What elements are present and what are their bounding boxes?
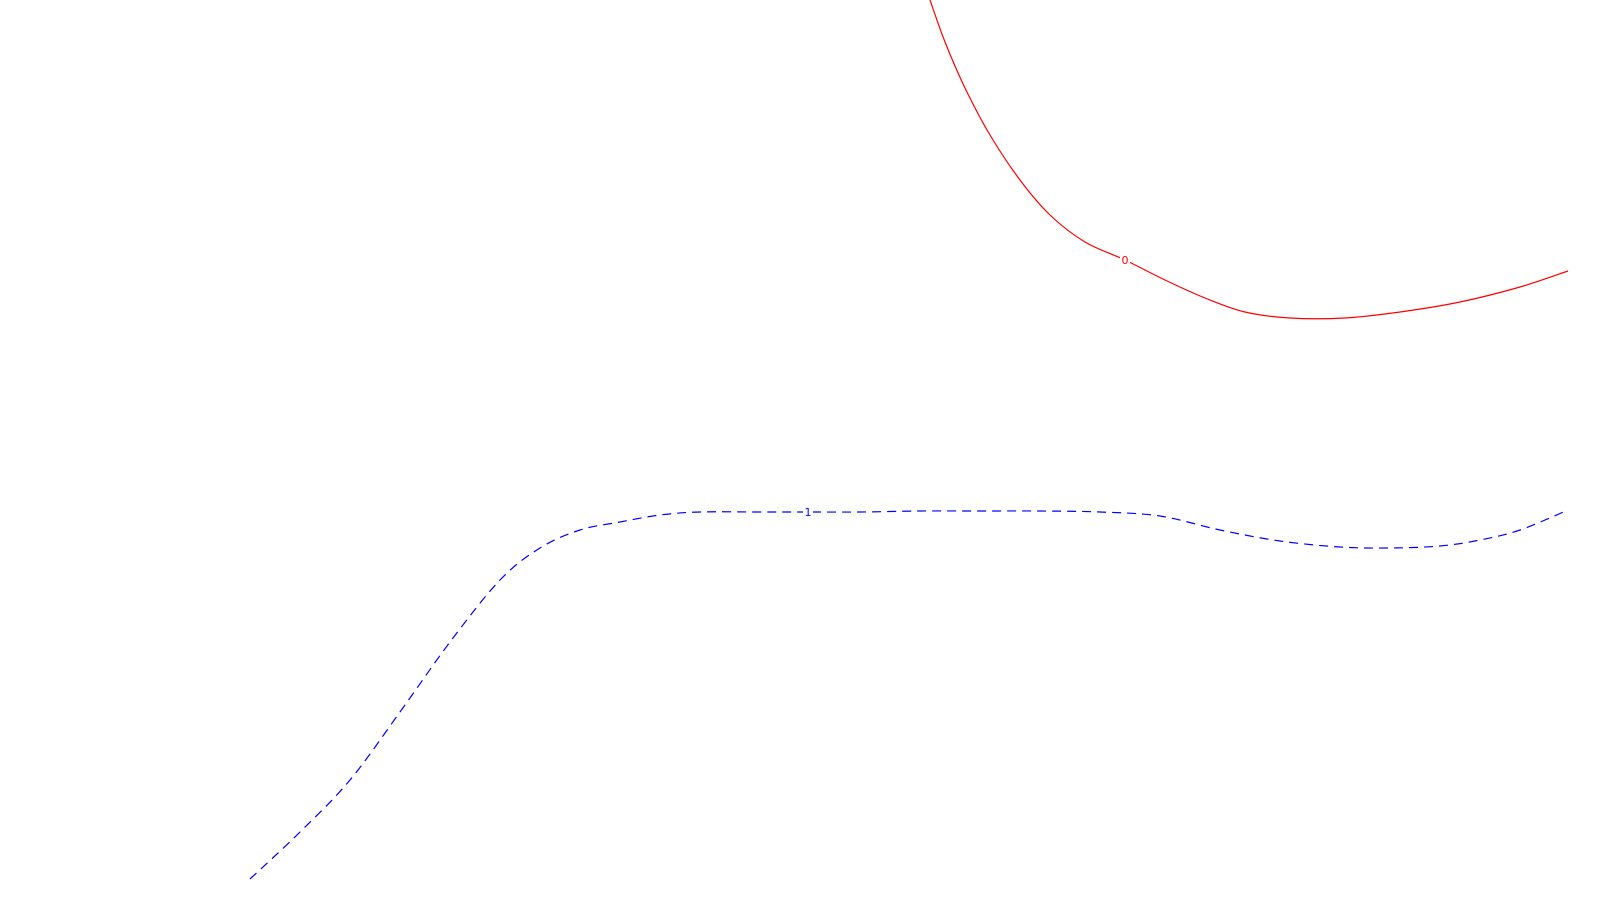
contour-0-label: 0	[1122, 254, 1129, 267]
contour-labels-group: 01	[803, 253, 1130, 519]
contour-1-label: 1	[805, 506, 812, 519]
contour-1-label-gap	[803, 505, 813, 519]
contour-1-line	[249, 509, 1569, 880]
contour-lines-group	[249, 0, 1569, 880]
contour-0-label-gap	[1120, 253, 1130, 267]
contour-0-line	[929, 0, 1569, 320]
